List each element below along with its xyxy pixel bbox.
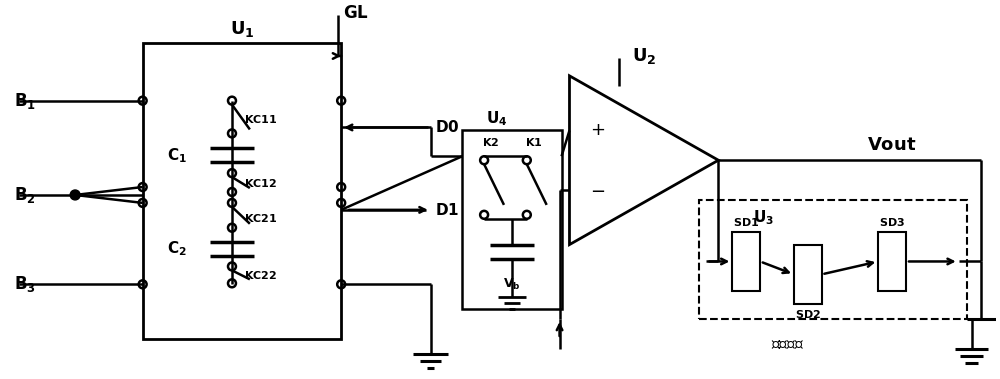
- Circle shape: [70, 190, 80, 200]
- Text: $\mathbf{K2}$: $\mathbf{K2}$: [482, 136, 500, 148]
- Text: $+$: $+$: [590, 121, 605, 139]
- Text: $\mathbf{C_2}$: $\mathbf{C_2}$: [167, 239, 187, 258]
- Text: $\mathbf{U_3}$: $\mathbf{U_3}$: [753, 208, 774, 227]
- Text: $\mathbf{B_2}$: $\mathbf{B_2}$: [14, 185, 35, 205]
- Text: $\mathbf{D0}$: $\mathbf{D0}$: [435, 119, 460, 135]
- Text: $-$: $-$: [590, 181, 605, 199]
- Text: $\mathbf{SD3}$: $\mathbf{SD3}$: [879, 216, 905, 228]
- Text: $\mathbf{U_1}$: $\mathbf{U_1}$: [230, 19, 254, 39]
- Text: $\mathbf{D1}$: $\mathbf{D1}$: [435, 202, 460, 218]
- Text: $\mathbf{SD1}$: $\mathbf{SD1}$: [733, 216, 759, 228]
- Text: $\mathbf{V_b}$: $\mathbf{V_b}$: [503, 277, 521, 292]
- Text: $\mathbf{KC12}$: $\mathbf{KC12}$: [244, 177, 277, 189]
- Text: $\mathbf{GL}$: $\mathbf{GL}$: [343, 4, 369, 22]
- Text: $\mathbf{C_1}$: $\mathbf{C_1}$: [167, 146, 187, 164]
- Text: $\mathbf{KC21}$: $\mathbf{KC21}$: [244, 212, 277, 224]
- Text: $\mathbf{KC22}$: $\mathbf{KC22}$: [244, 269, 277, 281]
- Text: $\mathbf{U_2}$: $\mathbf{U_2}$: [632, 46, 656, 66]
- Text: $\mathbf{SD2}$: $\mathbf{SD2}$: [795, 308, 821, 320]
- Text: $\mathbf{K1}$: $\mathbf{K1}$: [525, 136, 542, 148]
- Text: $\mathbf{B_1}$: $\mathbf{B_1}$: [14, 91, 36, 111]
- Text: $\mathbf{KC11}$: $\mathbf{KC11}$: [244, 113, 277, 125]
- Text: $\mathbf{U_4}$: $\mathbf{U_4}$: [486, 109, 508, 128]
- Text: $\mathbf{Vout}$: $\mathbf{Vout}$: [867, 136, 917, 154]
- Text: $\mathbf{B_3}$: $\mathbf{B_3}$: [14, 274, 36, 294]
- Text: $\mathbf{放大选控}$: $\mathbf{放大选控}$: [771, 336, 804, 351]
